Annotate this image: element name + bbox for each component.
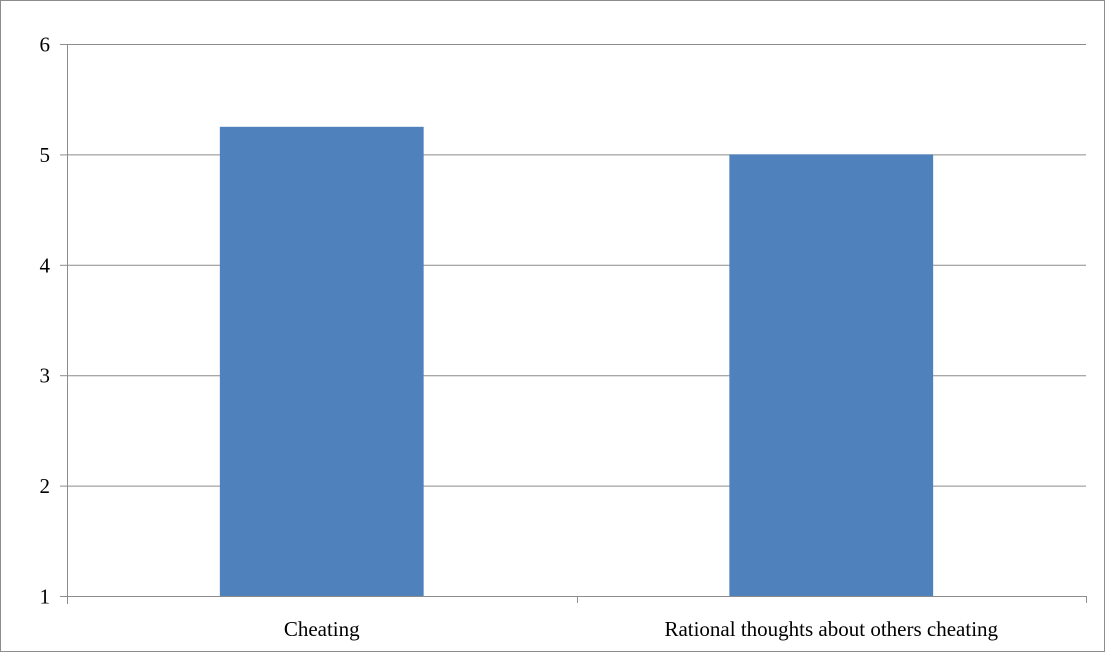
axes — [60, 44, 1087, 604]
y-tick-label-1: 1 — [40, 585, 51, 609]
y-tick-label-5: 5 — [40, 143, 51, 167]
bars — [219, 126, 934, 597]
y-tick-label-2: 2 — [40, 474, 51, 498]
y-tick-label-3: 3 — [40, 364, 51, 388]
y-tick-label-4: 4 — [40, 253, 51, 277]
bar-2 — [729, 154, 934, 596]
x-tick-label-2: Rational thoughts about others cheating — [664, 617, 998, 641]
tick-labels: 1 2 3 4 5 6 Cheating Rational thoughts about ot… — [40, 33, 999, 642]
bar-1 — [219, 126, 424, 597]
y-tick-label-6: 6 — [40, 33, 51, 57]
x-tick-label-1: Cheating — [284, 617, 360, 641]
